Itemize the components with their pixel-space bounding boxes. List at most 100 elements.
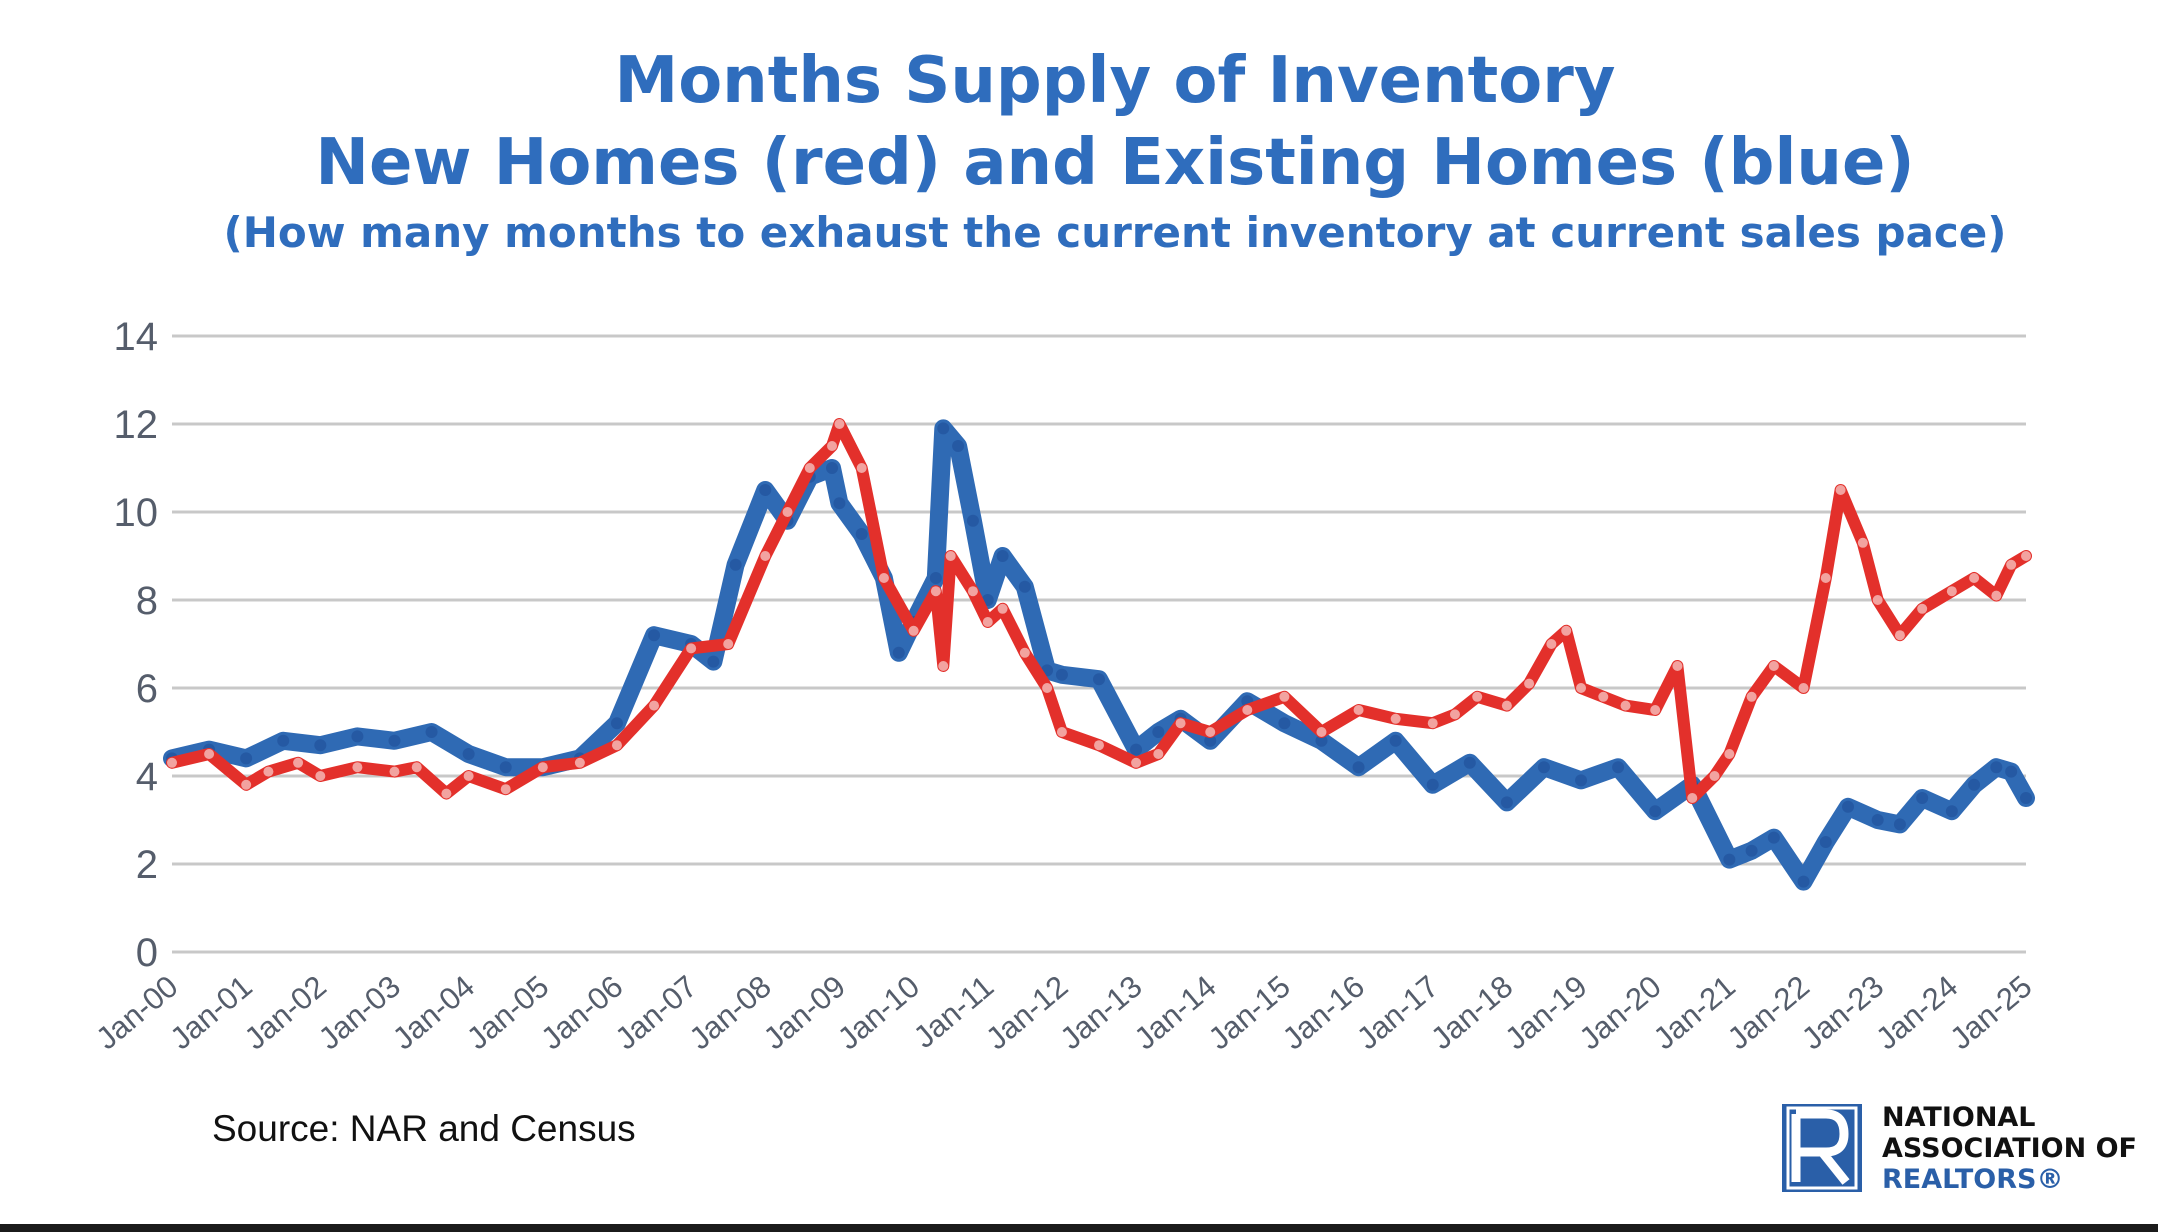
y-tick-label: 4 — [136, 755, 158, 799]
bottom-bar — [0, 1224, 2158, 1232]
data-point-existing-homes — [1130, 743, 1143, 756]
data-point-existing-homes — [1649, 805, 1662, 818]
data-point-existing-homes — [1352, 761, 1365, 774]
data-point-new-homes — [1798, 683, 1809, 693]
data-point-new-homes — [1672, 661, 1683, 671]
data-point-new-homes — [411, 762, 422, 773]
y-tick-label: 6 — [136, 667, 158, 711]
logo-line-3: REALTORS® — [1882, 1164, 2064, 1195]
data-point-existing-homes — [929, 572, 942, 584]
data-point-existing-homes — [425, 726, 438, 738]
x-tick-label: Jan-23 — [1795, 969, 1890, 1057]
data-point-new-homes — [686, 643, 697, 654]
x-tick-label: Jan-11 — [907, 969, 1000, 1055]
data-point-new-homes — [611, 740, 622, 751]
y-tick-label: 10 — [114, 491, 159, 535]
y-axis-ticks: 0 2 4 6 8 10 12 14 — [114, 315, 159, 975]
data-point-new-homes — [537, 762, 548, 773]
data-point-new-homes — [1056, 727, 1067, 737]
series-line-new-homes — [166, 418, 2032, 804]
y-tick-label: 2 — [136, 843, 158, 887]
data-point-new-homes — [1917, 603, 1928, 614]
data-point-existing-homes — [1055, 668, 1068, 681]
data-point-existing-homes — [1767, 831, 1780, 844]
data-point-existing-homes — [1500, 796, 1513, 809]
data-point-new-homes — [1094, 740, 1104, 751]
data-point-existing-homes — [1575, 774, 1588, 787]
data-point-new-homes — [1768, 661, 1779, 671]
series-lines — [163, 418, 2035, 891]
data-point-new-homes — [1724, 749, 1735, 759]
data-point-new-homes — [1650, 705, 1661, 715]
data-point-new-homes — [1153, 749, 1164, 759]
data-point-new-homes — [967, 586, 978, 597]
data-point-existing-homes — [1018, 580, 1031, 593]
data-point-existing-homes — [388, 734, 401, 747]
x-tick-label: Jan-07 — [609, 969, 704, 1057]
realtor-r-icon — [1782, 1104, 1862, 1192]
data-point-existing-homes — [1093, 673, 1105, 686]
x-tick-label: Jan-12 — [979, 969, 1074, 1057]
data-point-new-homes — [1501, 700, 1512, 711]
data-point-new-homes — [1561, 625, 1572, 636]
data-point-existing-homes — [1968, 778, 1981, 791]
x-tick-label: Jan-13 — [1053, 969, 1148, 1057]
x-tick-label: Jan-14 — [1128, 969, 1223, 1057]
data-point-new-homes — [241, 779, 252, 790]
data-point-new-homes — [1620, 700, 1631, 711]
data-point-new-homes — [945, 551, 956, 561]
data-point-existing-homes — [1893, 818, 1906, 831]
data-point-new-homes — [1991, 590, 2002, 601]
data-point-new-homes — [1279, 691, 1290, 702]
x-tick-label: Jan-01 — [164, 969, 259, 1057]
data-point-new-homes — [204, 749, 215, 759]
data-point-existing-homes — [1152, 726, 1165, 738]
x-tick-label: Jan-19 — [1498, 969, 1593, 1057]
data-point-new-homes — [1872, 595, 1883, 605]
y-tick-label: 8 — [136, 579, 158, 623]
x-tick-label: Jan-04 — [386, 969, 481, 1057]
data-point-existing-homes — [314, 739, 327, 752]
data-point-existing-homes — [648, 629, 661, 642]
y-tick-label: 14 — [114, 315, 159, 359]
data-point-existing-homes — [729, 558, 742, 571]
x-tick-label: Jan-05 — [460, 969, 555, 1057]
data-point-existing-homes — [759, 484, 772, 496]
data-point-new-homes — [441, 788, 452, 799]
data-point-new-homes — [1857, 537, 1868, 548]
data-point-existing-homes — [707, 655, 720, 668]
data-point-new-homes — [263, 766, 274, 777]
data-point-existing-homes — [1871, 814, 1884, 826]
source-note: Source: NAR and Census — [212, 1108, 636, 1149]
x-axis-ticks: Jan-00Jan-01Jan-02Jan-03Jan-04Jan-05Jan-… — [89, 969, 2038, 1057]
x-tick-label: Jan-02 — [238, 969, 333, 1057]
data-point-new-homes — [878, 573, 889, 583]
data-point-existing-homes — [1797, 875, 1810, 888]
data-point-existing-homes — [351, 730, 364, 743]
data-point-existing-homes — [1426, 778, 1439, 791]
data-point-existing-homes — [966, 514, 979, 527]
data-point-new-homes — [1042, 683, 1053, 693]
data-point-new-homes — [782, 507, 793, 517]
data-point-new-homes — [856, 463, 867, 473]
data-point-existing-homes — [1723, 853, 1736, 866]
data-point-existing-homes — [1916, 792, 1929, 804]
y-tick-label: 12 — [114, 403, 159, 447]
data-point-existing-homes — [1819, 836, 1832, 848]
data-point-new-homes — [827, 441, 838, 451]
data-point-existing-homes — [240, 752, 253, 765]
data-point-new-homes — [1687, 793, 1698, 803]
x-tick-label: Jan-16 — [1276, 969, 1371, 1057]
data-point-new-homes — [315, 771, 326, 781]
data-point-new-homes — [389, 766, 400, 777]
x-tick-label: Jan-15 — [1202, 969, 1297, 1057]
data-point-existing-homes — [1612, 761, 1625, 774]
data-point-existing-homes — [610, 717, 623, 730]
data-point-new-homes — [2021, 551, 2031, 561]
data-point-new-homes — [1576, 683, 1587, 693]
x-tick-label: Jan-20 — [1573, 969, 1668, 1057]
data-point-new-homes — [167, 757, 177, 768]
data-point-new-homes — [1316, 727, 1327, 737]
x-tick-label: Jan-22 — [1721, 969, 1816, 1057]
